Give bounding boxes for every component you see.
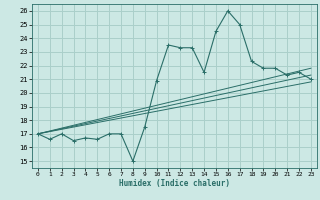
X-axis label: Humidex (Indice chaleur): Humidex (Indice chaleur) [119,179,230,188]
